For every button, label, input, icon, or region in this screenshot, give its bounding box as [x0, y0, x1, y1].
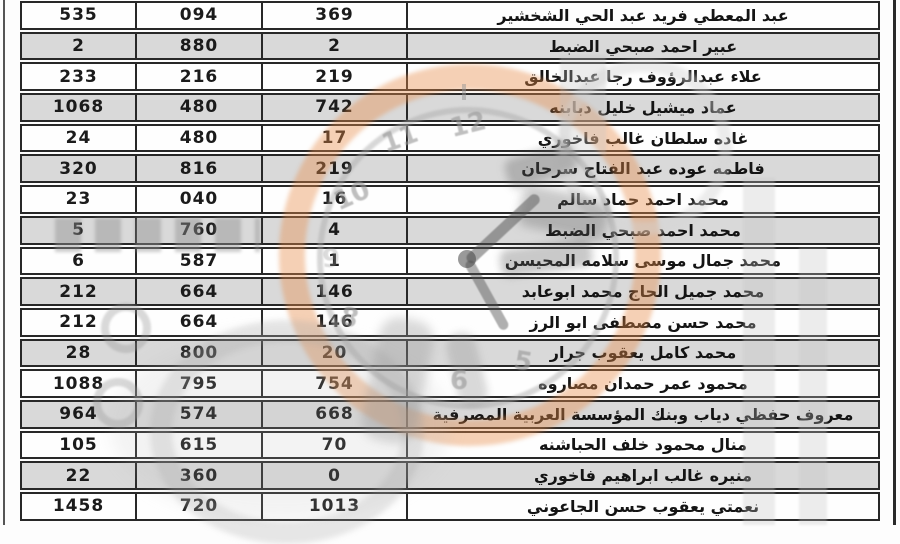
table-row: 2 880 2 عبير احمد صبحي الضبط — [20, 31, 880, 61]
table-row: 22 360 0 منيره غالب ابراهيم فاخوري — [20, 461, 880, 490]
name-cell: عماد ميشيل خليل دبابنه — [549, 97, 737, 117]
value-cell: 212 — [22, 309, 137, 335]
name-cell: معروف حفظي دياب وبنك المؤسسة العربية الم… — [432, 404, 854, 424]
table-row: 24 480 17 غاده سلطان غالب فاخوري — [20, 123, 880, 153]
name-cell: محمد كامل يعقوب جرار — [549, 343, 737, 363]
value-cell: 1458 — [22, 494, 137, 519]
value-cell: 800 — [137, 340, 263, 366]
name-cell: علاء عبدالرؤوف رجا عبدالخالق — [524, 67, 762, 87]
value-cell: 105 — [22, 432, 137, 458]
value-cell: 816 — [137, 156, 263, 182]
value-cell: 146 — [263, 309, 408, 335]
table-row: 1068 480 742 عماد ميشيل خليل دبابنه — [20, 93, 880, 122]
value-cell: 668 — [263, 401, 408, 427]
value-cell: 6 — [22, 248, 137, 274]
value-cell: 216 — [137, 64, 263, 90]
table-row: 1458 720 1013 نعمتي يعقوب حسن الجاعوني — [20, 492, 880, 521]
value-cell: 23 — [22, 187, 137, 212]
name-cell: عبد المعطي فريد عبد الحي الشخشير — [497, 5, 789, 25]
table-row: 5 760 4 محمد احمد صبحي الضبط — [20, 215, 880, 245]
value-cell: 754 — [263, 371, 408, 396]
name-cell: محمد جمال موسى سلامه المحيسن — [504, 251, 782, 271]
table-row: 964 574 668 معروف حفظي دياب وبنك المؤسسة… — [20, 399, 880, 429]
value-cell: 2 — [263, 33, 408, 59]
value-cell: 040 — [137, 187, 263, 212]
value-cell: 24 — [22, 125, 137, 151]
value-cell: 22 — [22, 463, 137, 488]
value-cell: 360 — [137, 463, 263, 488]
table-row: 535 094 369 عبد المعطي فريد عبد الحي الش… — [20, 1, 880, 30]
value-cell: 664 — [137, 279, 263, 304]
value-cell: 28 — [22, 340, 137, 366]
value-cell: 17 — [263, 125, 408, 151]
value-cell: 2 — [22, 33, 137, 59]
value-cell: 146 — [263, 279, 408, 304]
table-row: 212 664 146 محمد حسن مصطفى ابو الرز — [20, 307, 880, 337]
table-row: 320 816 219 فاطمه عوده عبد الفتاح سرحان — [20, 154, 880, 184]
value-cell: 795 — [137, 371, 263, 396]
value-cell: 16 — [263, 187, 408, 212]
value-cell: 219 — [263, 156, 408, 182]
value-cell: 4 — [263, 217, 408, 243]
name-cell: نعمتي يعقوب حسن الجاعوني — [526, 496, 760, 516]
value-cell: 212 — [22, 279, 137, 304]
value-cell: 369 — [263, 3, 408, 28]
value-cell: 760 — [137, 217, 263, 243]
table-row: 105 615 70 منال محمود خلف الحباشنه — [20, 430, 880, 460]
table-row: 6 587 1 محمد جمال موسى سلامه المحيسن — [20, 246, 880, 276]
value-cell: 880 — [137, 33, 263, 59]
value-cell: 1013 — [263, 494, 408, 519]
value-cell: 20 — [263, 340, 408, 366]
value-cell: 720 — [137, 494, 263, 519]
value-cell: 587 — [137, 248, 263, 274]
name-cell: فاطمه عوده عبد الفتاح سرحان — [521, 159, 765, 179]
table-row: 233 216 219 علاء عبدالرؤوف رجا عبدالخالق — [20, 62, 880, 92]
value-cell: 1088 — [22, 371, 137, 396]
value-cell: 535 — [22, 3, 137, 28]
value-cell: 615 — [137, 432, 263, 458]
table-row: 28 800 20 محمد كامل يعقوب جرار — [20, 338, 880, 368]
value-cell: 574 — [137, 401, 263, 427]
page-right-rule — [893, 0, 896, 525]
name-cell: منال محمود خلف الحباشنه — [538, 435, 748, 455]
name-cell: غاده سلطان غالب فاخوري — [537, 128, 749, 148]
table-row: 212 664 146 محمد جميل الحاج محمد ابوعابد — [20, 277, 880, 306]
value-cell: 70 — [263, 432, 408, 458]
value-cell: 219 — [263, 64, 408, 90]
value-cell: 0 — [263, 463, 408, 488]
name-cell: محمد حسن مصطفى ابو الرز — [529, 312, 757, 332]
table-row: 23 040 16 محمد احمد حماد سالم — [20, 185, 880, 214]
name-cell: محمد احمد حماد سالم — [557, 189, 729, 209]
name-cell: منيره غالب ابراهيم فاخوري — [534, 466, 752, 486]
value-cell: 664 — [137, 309, 263, 335]
value-cell: 964 — [22, 401, 137, 427]
value-cell: 1068 — [22, 95, 137, 120]
table-row: 1088 795 754 محمود عمر حمدان مصاروه — [20, 369, 880, 398]
results-table: 535 094 369 عبد المعطي فريد عبد الحي الش… — [20, 1, 880, 521]
value-cell: 5 — [22, 217, 137, 243]
name-cell: عبير احمد صبحي الضبط — [548, 36, 738, 56]
value-cell: 094 — [137, 3, 263, 28]
name-cell: محمد جميل الحاج محمد ابوعابد — [521, 282, 765, 302]
value-cell: 742 — [263, 95, 408, 120]
value-cell: 1 — [263, 248, 408, 274]
value-cell: 320 — [22, 156, 137, 182]
value-cell: 233 — [22, 64, 137, 90]
value-cell: 480 — [137, 95, 263, 120]
name-cell: محمد احمد صبحي الضبط — [545, 220, 741, 240]
name-cell: محمود عمر حمدان مصاروه — [538, 374, 748, 394]
value-cell: 480 — [137, 125, 263, 151]
page-left-rule — [3, 0, 5, 525]
